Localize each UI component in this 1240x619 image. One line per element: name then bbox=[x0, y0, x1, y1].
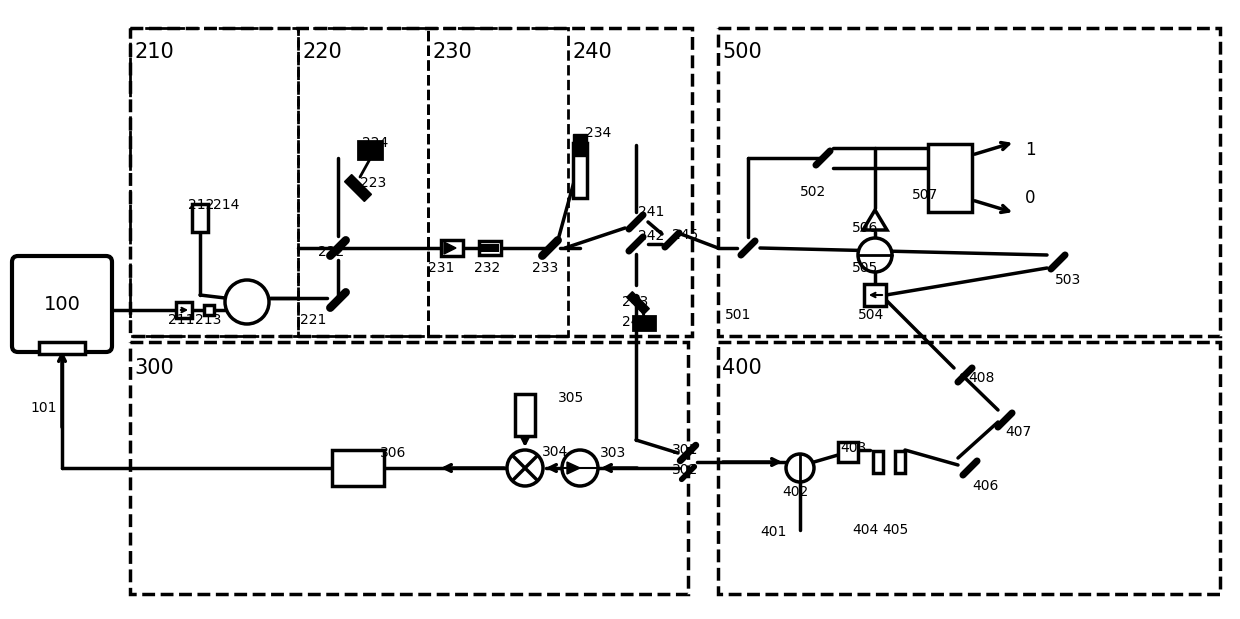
Text: 241: 241 bbox=[639, 205, 665, 219]
Text: 101: 101 bbox=[30, 401, 57, 415]
Text: 507: 507 bbox=[911, 188, 939, 202]
Text: 408: 408 bbox=[968, 371, 994, 385]
Text: 404: 404 bbox=[852, 523, 878, 537]
Text: 220: 220 bbox=[303, 42, 342, 62]
Text: 231: 231 bbox=[428, 261, 454, 275]
Bar bbox=[481, 244, 498, 252]
Text: 222: 222 bbox=[317, 245, 345, 259]
Circle shape bbox=[507, 450, 543, 486]
Bar bbox=[838, 442, 858, 462]
Bar bbox=[192, 204, 208, 232]
Text: 505: 505 bbox=[852, 261, 878, 275]
Text: 303: 303 bbox=[600, 446, 626, 460]
Bar bbox=[38, 342, 86, 354]
Text: 502: 502 bbox=[800, 185, 826, 199]
Circle shape bbox=[224, 280, 269, 324]
Text: 233: 233 bbox=[532, 261, 558, 275]
Polygon shape bbox=[444, 242, 456, 254]
Text: 300: 300 bbox=[134, 358, 174, 378]
Text: 240: 240 bbox=[572, 42, 611, 62]
Circle shape bbox=[786, 454, 813, 482]
Text: 403: 403 bbox=[839, 441, 867, 455]
Text: 506: 506 bbox=[852, 221, 878, 235]
Text: 210: 210 bbox=[134, 42, 174, 62]
FancyBboxPatch shape bbox=[12, 256, 112, 352]
Polygon shape bbox=[567, 462, 580, 474]
Text: 306: 306 bbox=[379, 446, 407, 460]
Text: 0: 0 bbox=[1025, 189, 1035, 207]
Text: 224: 224 bbox=[362, 136, 388, 150]
Bar bbox=[205, 305, 215, 315]
Bar bbox=[358, 141, 382, 159]
Text: 242: 242 bbox=[639, 229, 665, 243]
Bar bbox=[864, 284, 887, 306]
Text: 301: 301 bbox=[672, 443, 698, 457]
Text: 245: 245 bbox=[672, 228, 698, 242]
Bar bbox=[441, 240, 463, 256]
Text: 212: 212 bbox=[188, 198, 215, 212]
Circle shape bbox=[858, 238, 892, 272]
Bar bbox=[176, 302, 192, 318]
Bar bbox=[632, 316, 655, 330]
Text: 100: 100 bbox=[43, 295, 81, 313]
Bar bbox=[479, 241, 501, 255]
Bar bbox=[573, 134, 587, 156]
Bar bbox=[515, 394, 534, 436]
Text: 304: 304 bbox=[542, 445, 568, 459]
Text: 234: 234 bbox=[585, 126, 611, 140]
Text: 230: 230 bbox=[432, 42, 471, 62]
Polygon shape bbox=[345, 175, 372, 201]
Bar bbox=[928, 144, 972, 212]
Polygon shape bbox=[863, 210, 887, 230]
Text: 400: 400 bbox=[722, 358, 761, 378]
Text: 500: 500 bbox=[722, 42, 761, 62]
Text: 402: 402 bbox=[782, 485, 808, 499]
Text: 244: 244 bbox=[622, 315, 649, 329]
Text: 213: 213 bbox=[195, 313, 222, 327]
Text: 232: 232 bbox=[474, 261, 500, 275]
Text: 302: 302 bbox=[672, 463, 698, 477]
Text: 504: 504 bbox=[858, 308, 884, 322]
Text: 401: 401 bbox=[760, 525, 786, 539]
Bar bbox=[332, 450, 384, 486]
Polygon shape bbox=[626, 292, 650, 314]
Text: 221: 221 bbox=[300, 313, 326, 327]
Bar bbox=[873, 451, 883, 473]
Text: 405: 405 bbox=[882, 523, 908, 537]
Text: 243: 243 bbox=[622, 295, 649, 309]
Bar bbox=[895, 451, 905, 473]
Text: 503: 503 bbox=[1055, 273, 1081, 287]
Text: 1: 1 bbox=[1025, 141, 1035, 159]
Text: 214: 214 bbox=[213, 198, 239, 212]
Text: 223: 223 bbox=[360, 176, 386, 190]
Text: 406: 406 bbox=[972, 479, 998, 493]
Text: 305: 305 bbox=[558, 391, 584, 405]
Text: 501: 501 bbox=[725, 308, 751, 322]
Text: 211: 211 bbox=[167, 313, 195, 327]
Bar bbox=[573, 142, 587, 197]
Text: 407: 407 bbox=[1004, 425, 1032, 439]
Circle shape bbox=[562, 450, 598, 486]
